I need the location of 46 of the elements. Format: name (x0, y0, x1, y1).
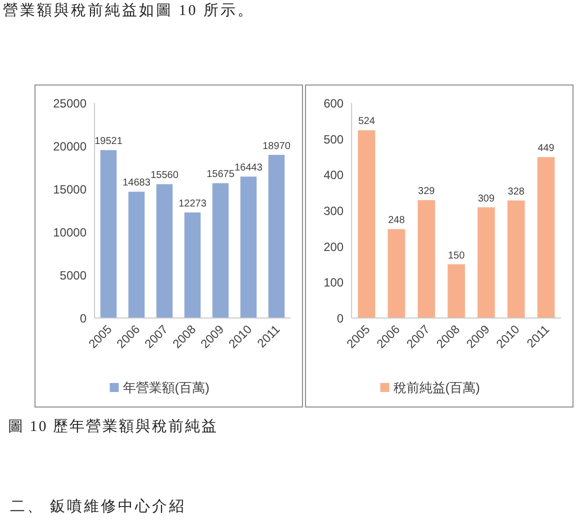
data-label: 18970 (262, 140, 291, 152)
y-tick-label: 20000 (53, 140, 87, 154)
y-tick-label: 5000 (60, 268, 87, 282)
y-tick-label: 15000 (53, 182, 87, 196)
data-label: 14683 (122, 178, 151, 189)
data-label: 309 (478, 193, 495, 204)
bar (128, 192, 145, 318)
data-label: 248 (388, 215, 406, 226)
data-label: 15560 (150, 170, 179, 182)
bar (537, 157, 555, 318)
data-label: 15675 (206, 169, 235, 180)
y-tick-label: 400 (324, 168, 344, 182)
data-label: 524 (358, 116, 376, 128)
legend: 稅前純益(百萬) (380, 380, 480, 395)
data-label: 150 (448, 250, 466, 262)
caption: 圖 10 歷年營業額與稅前純益 (8, 418, 218, 435)
bar (418, 200, 436, 318)
bar (388, 229, 406, 318)
y-tick-label: 0 (80, 312, 87, 326)
data-label: 329 (418, 186, 436, 198)
data-label: 449 (538, 143, 555, 154)
y-tick-label: 100 (324, 276, 344, 290)
bar (507, 200, 525, 318)
data-label: 16443 (234, 162, 263, 174)
legend: 年營業額(百萬) (110, 380, 210, 395)
data-label: 12273 (178, 198, 207, 210)
bar (184, 212, 201, 318)
y-tick-label: 0 (336, 312, 344, 326)
bar (212, 183, 229, 318)
bar (156, 184, 173, 318)
y-tick-label: 600 (324, 96, 344, 110)
y-tick-label: 500 (324, 132, 344, 146)
bar (358, 130, 376, 318)
bar (448, 264, 465, 318)
y-tick-label: 300 (324, 204, 344, 218)
y-tick-label: 25000 (53, 96, 87, 110)
y-tick-label: 10000 (53, 226, 87, 240)
bar (100, 150, 117, 318)
data-label: 19521 (94, 136, 123, 148)
bar (240, 176, 257, 318)
y-tick-label: 200 (324, 240, 344, 254)
data-label: 328 (508, 186, 525, 198)
text: 營業額與稅前純益如圖 10 所示。 (3, 2, 254, 19)
text: 二、 鈑噴維修中心介紹 (10, 498, 186, 515)
bar (478, 207, 495, 318)
bar (268, 154, 285, 318)
